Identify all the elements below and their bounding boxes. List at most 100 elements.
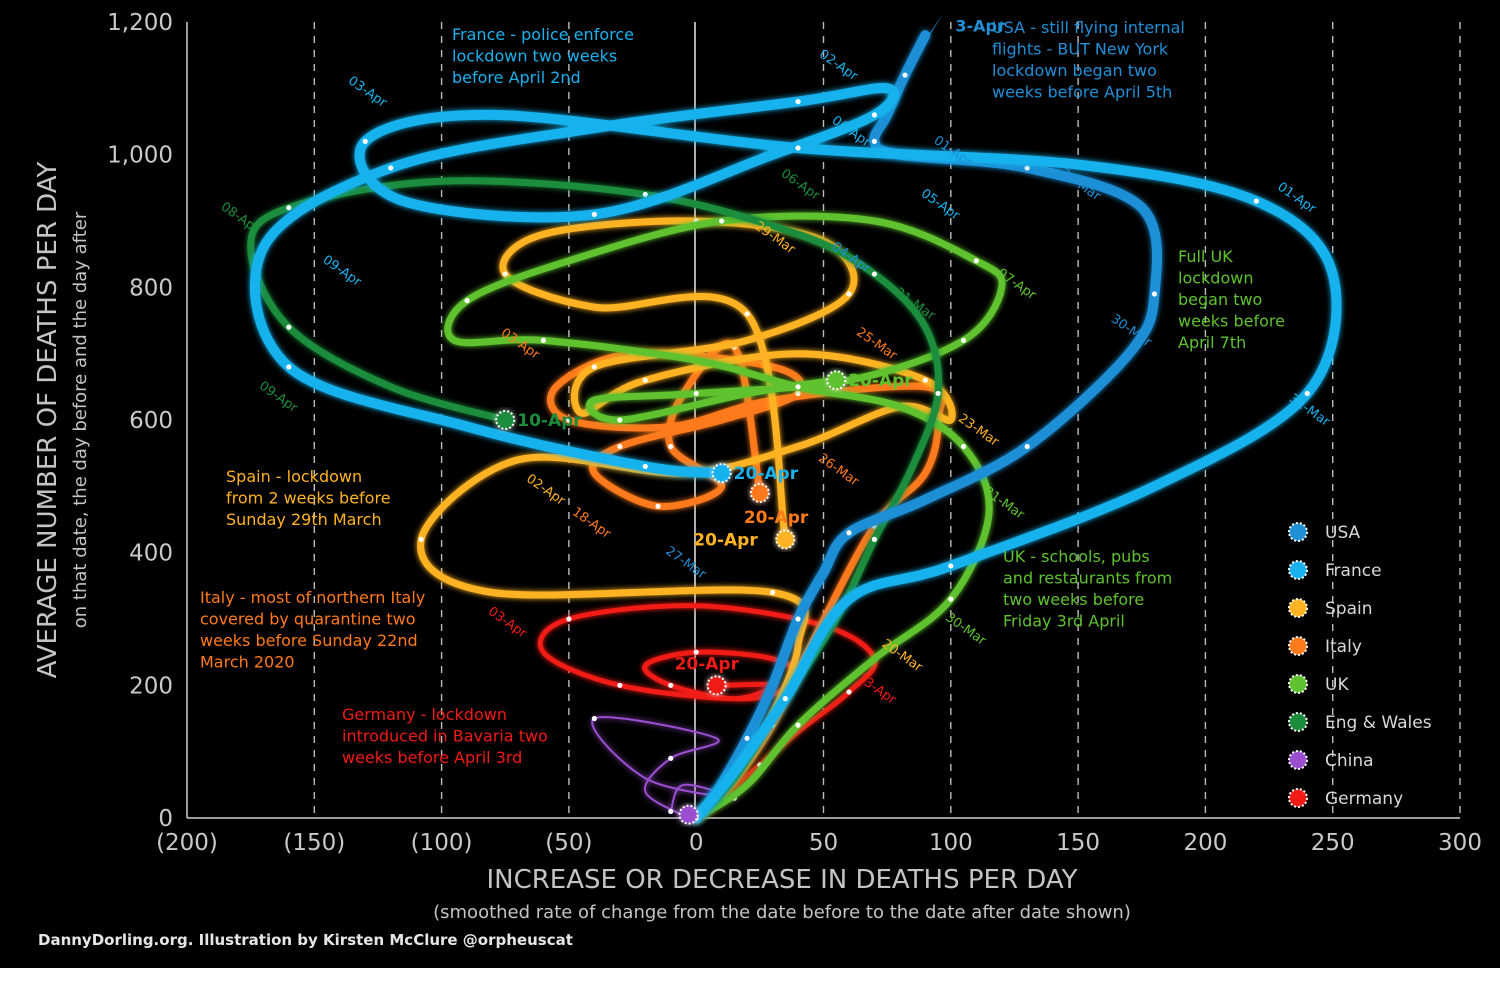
data-point (795, 390, 801, 397)
legend-label: Spain (1325, 599, 1373, 619)
date-label: 02-Apr (523, 471, 568, 509)
x-tick-label: 0 (689, 830, 704, 856)
data-point (418, 536, 424, 543)
data-point (871, 271, 878, 277)
data-point (960, 337, 967, 343)
legend-label: Italy (1325, 637, 1362, 657)
y-tick-label: 200 (129, 673, 173, 699)
annotation-line: introduced in Bavaria two (342, 727, 548, 746)
data-point (1024, 165, 1030, 171)
annotation-line: flights - BUT New York (992, 40, 1169, 59)
data-point (617, 682, 623, 688)
endpoint-marker (495, 410, 516, 430)
annotation-line: March 2020 (200, 653, 295, 672)
data-point (1253, 198, 1259, 204)
annotation-line: USA - still flying internal (992, 18, 1185, 37)
endpoint-label: 20-Apr (693, 530, 758, 550)
annotation-line: lockdown began two (992, 61, 1157, 80)
endpoint-layer: 3-Apr20-Apr20-Apr20-Apr20-Apr10-Apr20-Ap… (495, 13, 1005, 825)
data-point (719, 218, 725, 224)
data-point (668, 755, 674, 761)
usa-arrowhead (913, 13, 944, 58)
x-tick-label: (200) (156, 830, 218, 856)
annotation-line: UK - schools, pubs (1003, 547, 1150, 566)
annotation-line: weeks before April 5th (992, 83, 1172, 102)
date-label: 09-Apr (256, 379, 301, 417)
endpoint-label: 10-Apr (517, 411, 582, 431)
legend-marker (1288, 522, 1308, 542)
data-point (286, 205, 292, 211)
data-point (668, 808, 674, 814)
annotation-line: lockdown two weeks (452, 47, 617, 66)
legend-marker (1288, 598, 1308, 618)
y-tick-label: 1,000 (107, 143, 173, 169)
data-point (655, 503, 661, 509)
annotation-line: Spain - lockdown (226, 467, 362, 486)
series-line-germany (537, 603, 878, 821)
annotation-line: weeks before (1178, 312, 1285, 331)
y-tick-label: 0 (158, 806, 173, 832)
data-point (591, 364, 597, 370)
data-point (566, 616, 572, 622)
legend-marker (1288, 636, 1308, 656)
x-tick-label: (150) (283, 830, 345, 856)
annotation-line: began two (1178, 290, 1262, 309)
x-axis-subtitle: (smoothed rate of change from the date b… (433, 902, 1131, 923)
data-point (960, 443, 967, 450)
endpoint-marker (678, 804, 699, 825)
legend-marker (1288, 750, 1308, 770)
legend-label: Germany (1325, 789, 1403, 809)
x-tick-label: 200 (1183, 830, 1227, 856)
date-label: 03-Apr (485, 604, 530, 642)
legend-marker (1288, 560, 1308, 580)
data-point (1151, 291, 1158, 297)
legend-marker (1288, 674, 1308, 694)
annotation-line: two weeks before (1003, 590, 1144, 609)
data-point (502, 271, 508, 277)
series-line-spain (417, 217, 956, 822)
data-point (922, 377, 928, 383)
date-label: 03-Apr (345, 73, 390, 111)
data-point (464, 298, 470, 304)
data-point (388, 165, 394, 171)
data-point (591, 211, 597, 217)
x-tick-label: 100 (929, 830, 973, 856)
x-tick-label: (50) (545, 830, 592, 856)
annotation-line: covered by quarantine two (200, 610, 415, 629)
data-point (795, 616, 801, 622)
endpoint-label: 3-Apr (955, 16, 1005, 35)
data-point (795, 145, 801, 151)
endpoint-label: 20-Apr (848, 371, 913, 391)
data-point (591, 715, 597, 722)
x-tick-label: 50 (809, 830, 838, 856)
data-point (846, 291, 852, 297)
date-label: 09-Apr (320, 253, 365, 291)
date-label: 30-Mar (942, 610, 989, 649)
x-tick-label: 300 (1438, 830, 1482, 856)
endpoint-marker (775, 529, 796, 550)
annotation-layer: France - police enforce lockdown two week… (200, 18, 1285, 767)
data-point (693, 390, 699, 397)
annotation-line: and restaurants from (1003, 569, 1172, 588)
data-point (795, 99, 801, 105)
y-axis-title: AVERAGE NUMBER OF DEATHS PER DAY (33, 161, 63, 678)
chart-canvas: (200) (150) (100) (50) 0 50 100 150 200 250 300 0 20… (0, 0, 1500, 968)
annotation-line: lockdown (1178, 269, 1253, 288)
x-tick-label: 250 (1311, 830, 1355, 856)
annotation-line: Sunday 29th March (226, 510, 382, 529)
data-point (948, 596, 954, 602)
data-point (871, 536, 878, 543)
chart-svg: (200) (150) (100) (50) 0 50 100 150 200 250 300 0 20… (33, 10, 1482, 949)
data-point (744, 735, 750, 742)
data-point (642, 377, 648, 383)
data-point (668, 443, 674, 450)
endpoint-marker (826, 370, 847, 391)
data-point (744, 311, 750, 317)
data-point (846, 530, 852, 536)
legend-label: UK (1325, 675, 1349, 695)
annotation-line: Full UK (1178, 247, 1233, 266)
series-layer (247, 30, 1342, 823)
date-label: 31-Mar (892, 285, 939, 324)
data-point (668, 682, 674, 688)
annotation-line: Germany - lockdown (342, 705, 507, 724)
